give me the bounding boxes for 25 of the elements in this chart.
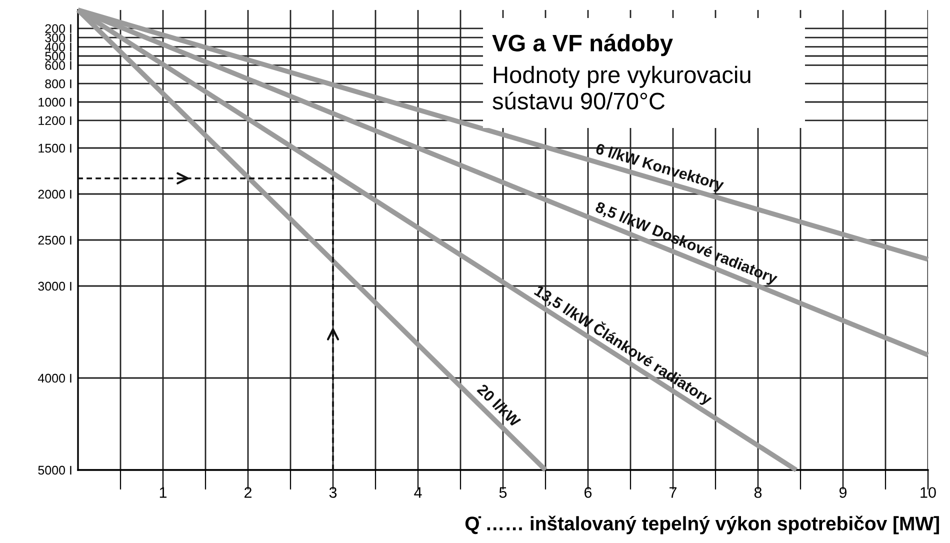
y-tick-label: 200 I bbox=[45, 24, 72, 34]
x-tick-label: 4 bbox=[414, 487, 422, 498]
x-tick-label: 6 bbox=[584, 487, 592, 498]
y-tick-label: 3000 I bbox=[38, 282, 72, 291]
y-tick-label: 2500 I bbox=[38, 236, 72, 245]
y-tick-label: 4000 I bbox=[38, 374, 72, 383]
x-tick-label: 3 bbox=[329, 487, 337, 498]
x-tick-label: 8 bbox=[754, 487, 762, 498]
y-tick-label: 800 I bbox=[45, 79, 72, 88]
x-tick-label: 5 bbox=[499, 487, 507, 498]
x-tick-label: 10 bbox=[920, 487, 936, 498]
y-tick-label: 1000 I bbox=[38, 98, 72, 107]
x-tick-label: 9 bbox=[839, 487, 847, 498]
y-tick-label: 300 I bbox=[45, 33, 72, 42]
y-tick-label: 400 I bbox=[44, 42, 72, 52]
text: VG a VF nádoby bbox=[492, 34, 673, 56]
y-tick-label: 600 I bbox=[45, 61, 72, 70]
y-tick-label: 1200 I bbox=[38, 116, 72, 126]
text: Hodnoty pre vykurovaciu sústavu 90/70°C bbox=[492, 66, 750, 110]
y-tick-label: 1500 I bbox=[38, 144, 72, 153]
x-axis-title: Q̇ …… inštalovaný tepelný výkon spotrebičov [MW] bbox=[465, 516, 939, 534]
x-tick-label: 2 bbox=[244, 487, 252, 498]
y-tick-label: 2000 I bbox=[38, 190, 72, 199]
y-tick-label: 500 I bbox=[45, 52, 72, 61]
y-tick-label: 5000 I bbox=[38, 466, 72, 475]
